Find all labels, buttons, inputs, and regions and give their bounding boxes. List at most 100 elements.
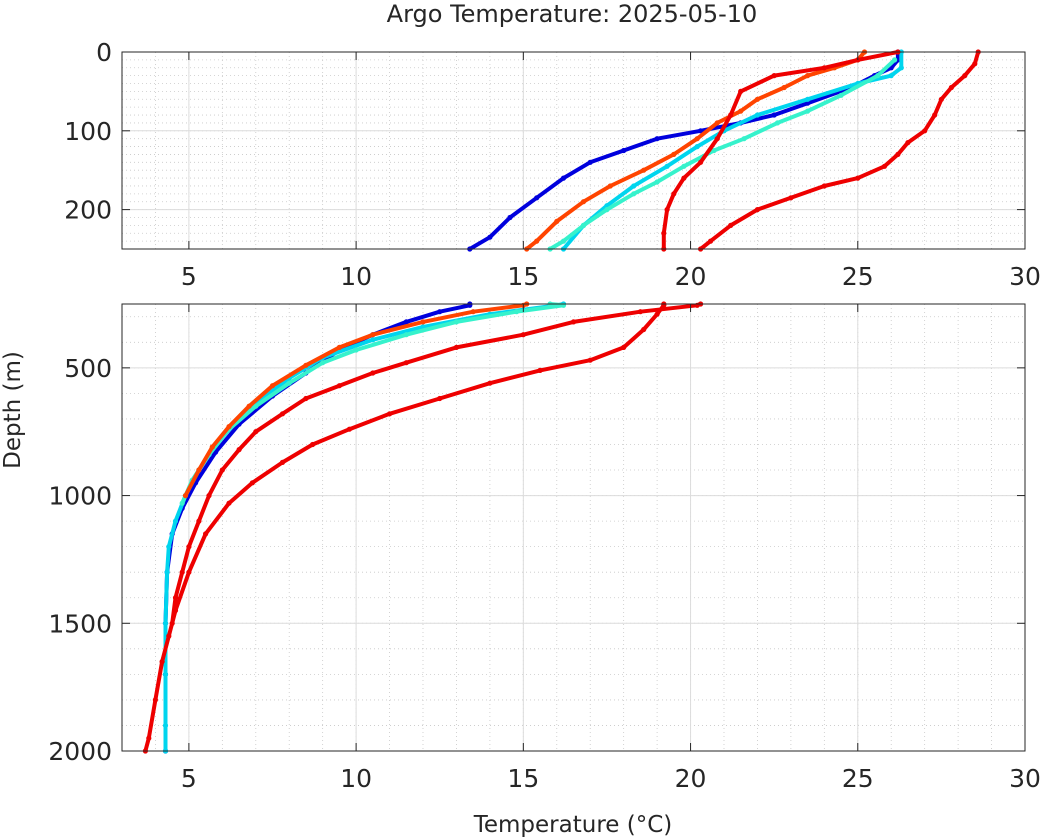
profile-point bbox=[714, 120, 720, 126]
profile-series-2 bbox=[547, 57, 898, 252]
profile-point bbox=[905, 140, 911, 146]
profile-point bbox=[453, 319, 459, 325]
profile-line bbox=[170, 302, 703, 626]
lower-panel: 5 10 15 20 25 30 500 1000 1500 2000 bbox=[48, 301, 1041, 793]
profile-point bbox=[226, 500, 232, 506]
profile-point bbox=[172, 595, 179, 601]
profile-point bbox=[805, 73, 811, 79]
profile-point bbox=[186, 544, 192, 550]
profile-point bbox=[470, 309, 476, 315]
x-tick-label: 25 bbox=[842, 764, 874, 793]
profile-point bbox=[698, 128, 704, 134]
profile-point bbox=[303, 395, 309, 402]
profile-point bbox=[728, 112, 734, 118]
profile-point bbox=[246, 403, 252, 409]
profile-point bbox=[487, 380, 493, 386]
profile-point bbox=[453, 344, 459, 350]
profile-point bbox=[805, 108, 811, 114]
y-tick-label: 500 bbox=[64, 354, 112, 383]
profile-point bbox=[881, 163, 888, 169]
profile-point bbox=[621, 147, 627, 154]
profile-point bbox=[310, 441, 316, 448]
profile-point bbox=[186, 569, 192, 575]
x-tick-label: 10 bbox=[340, 262, 372, 291]
profile-point bbox=[166, 633, 172, 639]
profile-point bbox=[179, 569, 185, 575]
profile-point bbox=[514, 309, 520, 315]
profile-point bbox=[420, 319, 426, 325]
x-tick-label: 20 bbox=[675, 764, 707, 793]
profile-point bbox=[781, 84, 787, 91]
profile-point bbox=[172, 518, 179, 524]
profile-series-3 bbox=[524, 49, 868, 252]
profile-point bbox=[370, 337, 376, 343]
profile-line bbox=[524, 50, 867, 251]
profile-point bbox=[560, 302, 567, 308]
profile-point bbox=[249, 480, 255, 486]
profile-point bbox=[962, 73, 968, 79]
profile-point bbox=[654, 136, 660, 142]
profile-point bbox=[754, 207, 761, 213]
profile-point bbox=[972, 61, 978, 67]
profile-point bbox=[437, 395, 443, 402]
profile-point bbox=[892, 57, 898, 63]
profile-point bbox=[303, 362, 309, 368]
profile-point bbox=[698, 159, 704, 165]
profile-point bbox=[279, 411, 286, 417]
profile-point bbox=[353, 347, 359, 353]
y-tick-label: 100 bbox=[64, 117, 112, 146]
profile-point bbox=[948, 84, 955, 91]
profile-point bbox=[203, 531, 209, 537]
y-tick-label: 0 bbox=[96, 38, 112, 67]
profile-point bbox=[708, 238, 714, 244]
profile-point bbox=[771, 112, 777, 118]
profile-point bbox=[681, 163, 687, 169]
profile-point bbox=[487, 234, 493, 240]
profile-point bbox=[534, 195, 540, 201]
profile-point bbox=[875, 73, 881, 79]
profile-point bbox=[166, 544, 172, 550]
profile-point bbox=[671, 151, 677, 157]
profile-point bbox=[664, 207, 670, 213]
profile-point bbox=[938, 96, 945, 102]
profile-point bbox=[537, 367, 543, 373]
profile-point bbox=[520, 332, 526, 338]
profile-point bbox=[162, 620, 169, 626]
y-tick-label: 1000 bbox=[48, 482, 112, 511]
profile-point bbox=[805, 100, 811, 106]
upper-plot-background bbox=[122, 52, 1025, 249]
profile-point bbox=[152, 697, 158, 703]
profile-point bbox=[922, 128, 928, 134]
profile-point bbox=[771, 73, 777, 79]
profile-point bbox=[671, 191, 677, 197]
profile-point bbox=[604, 207, 610, 213]
profile-point bbox=[370, 332, 376, 338]
profile-point bbox=[728, 222, 734, 228]
profile-point bbox=[182, 493, 189, 499]
y-tick-label: 2000 bbox=[48, 737, 112, 766]
profile-point bbox=[805, 96, 811, 102]
y-axis-label: Depth (m) bbox=[0, 351, 26, 469]
profile-point bbox=[146, 735, 152, 741]
upper-series bbox=[467, 49, 981, 252]
x-tick-label: 10 bbox=[340, 764, 372, 793]
profile-point bbox=[895, 151, 901, 157]
profile-point bbox=[253, 429, 259, 435]
x-tick-label: 15 bbox=[507, 764, 539, 793]
x-axis-label: Temperature (°C) bbox=[473, 812, 673, 838]
chart-title: Argo Temperature: 2025-05-10 bbox=[387, 0, 758, 28]
profile-point bbox=[320, 360, 326, 366]
profile-point bbox=[654, 311, 660, 317]
upper-plot-frame bbox=[121, 51, 1026, 250]
profile-point bbox=[169, 620, 175, 626]
upper-grid bbox=[121, 51, 1026, 250]
profile-point bbox=[711, 147, 717, 154]
x-tick-label: 15 bbox=[507, 262, 539, 291]
profile-point bbox=[162, 671, 169, 678]
profile-point bbox=[226, 424, 232, 430]
profile-point bbox=[346, 426, 352, 432]
profile-point bbox=[269, 383, 276, 389]
profile-point bbox=[387, 411, 393, 417]
profile-point bbox=[253, 403, 259, 409]
profile-point bbox=[654, 179, 660, 185]
